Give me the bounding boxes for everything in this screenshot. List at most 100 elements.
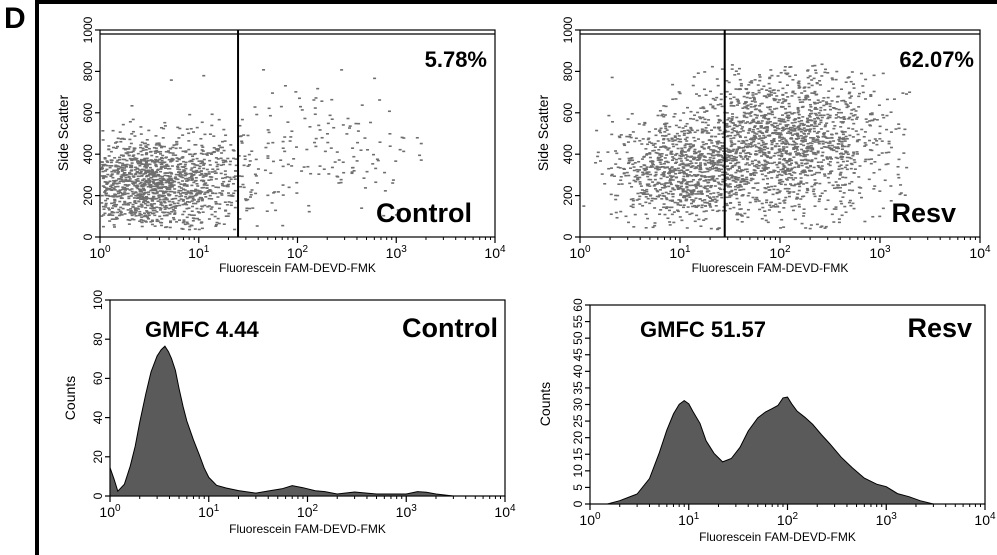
scatter-point — [809, 106, 813, 108]
scatter-point — [769, 156, 773, 159]
scatter-point — [753, 159, 757, 162]
scatter-point — [232, 157, 236, 160]
scatter-point — [160, 218, 164, 220]
scatter-point — [623, 144, 627, 147]
scatter-point — [727, 156, 731, 158]
scatter-point — [786, 153, 790, 155]
scatter-point — [162, 179, 166, 181]
scatter-point — [851, 154, 855, 157]
sample-label: Resv — [891, 198, 956, 228]
scatter-point — [647, 137, 651, 140]
scatter-point — [155, 149, 159, 152]
scatter-point — [712, 164, 716, 167]
scatter-point — [789, 129, 793, 131]
scatter-point — [779, 71, 783, 74]
scatter-point — [658, 154, 662, 156]
scatter-point — [679, 187, 683, 190]
scatter-point — [155, 156, 159, 158]
scatter-point — [168, 188, 172, 191]
scatter-point — [130, 173, 134, 175]
scatter-point — [663, 167, 667, 169]
scatter-point — [716, 103, 720, 106]
scatter-point — [814, 72, 818, 74]
scatter-point — [785, 116, 789, 118]
scatter-point — [720, 155, 724, 157]
scatter-point — [772, 171, 776, 173]
scatter-point — [815, 82, 819, 85]
scatter-point — [159, 179, 163, 182]
scatter-point — [668, 224, 672, 226]
scatter-point — [739, 181, 743, 183]
scatter-point — [785, 140, 789, 143]
scatter-point — [700, 128, 704, 131]
scatter-point — [745, 157, 749, 160]
scatter-point — [658, 161, 662, 164]
scatter-point — [799, 180, 803, 183]
scatter-point — [672, 115, 676, 118]
scatter-point — [781, 98, 785, 100]
scatter-point — [813, 108, 817, 110]
scatter-point — [786, 167, 790, 170]
scatter-point — [734, 88, 738, 90]
scatter-point — [144, 166, 148, 169]
scatter-point — [627, 161, 631, 164]
scatter-point — [730, 150, 734, 152]
scatter-point — [677, 126, 681, 129]
scatter-point — [730, 189, 734, 192]
scatter-point — [784, 99, 788, 101]
scatter-point — [719, 194, 723, 197]
scatter-point — [671, 179, 675, 181]
scatter-point — [679, 155, 683, 158]
scatter-point — [750, 137, 754, 140]
scatter-point — [402, 137, 406, 139]
scatter-point — [297, 97, 301, 100]
scatter-point — [142, 178, 146, 180]
scatter-point — [121, 164, 125, 167]
scatter-point — [189, 172, 193, 175]
scatter-point — [197, 191, 201, 193]
scatter-point — [841, 138, 845, 141]
scatter-point — [141, 183, 145, 186]
scatter-point — [316, 87, 320, 90]
scatter-point — [726, 184, 730, 187]
scatter-point — [205, 173, 209, 176]
scatter-point — [642, 124, 646, 126]
scatter-point — [162, 127, 166, 130]
scatter-point — [770, 141, 774, 144]
scatter-point — [827, 181, 831, 184]
scatter-point — [145, 161, 149, 163]
scatter-point — [117, 171, 121, 173]
scatter-point — [841, 196, 845, 198]
scatter-point — [177, 173, 181, 176]
scatter-point — [763, 214, 767, 217]
scatter-point — [687, 164, 691, 167]
scatter-point — [725, 176, 729, 179]
scatter-point — [721, 159, 725, 162]
scatter-point — [751, 92, 755, 94]
scatter-point — [677, 140, 681, 143]
scatter-point — [600, 173, 604, 175]
scatter-point — [709, 197, 713, 200]
scatter-point — [116, 145, 120, 148]
scatter-point — [172, 218, 176, 221]
scatter-point — [619, 134, 623, 136]
scatter-point — [759, 125, 763, 128]
scatter-point — [113, 198, 117, 201]
scatter-point — [119, 138, 123, 140]
scatter-point — [854, 110, 858, 112]
scatter-point — [796, 183, 800, 185]
scatter-point — [156, 186, 160, 189]
scatter-point — [797, 127, 801, 129]
scatter-point — [179, 189, 183, 192]
scatter-point — [770, 110, 774, 113]
scatter-point — [817, 136, 821, 138]
scatter-point — [104, 194, 108, 197]
scatter-point — [784, 143, 788, 146]
scatter-point — [762, 134, 766, 137]
scatter-point — [101, 225, 105, 228]
scatter-point — [803, 140, 807, 142]
scatter-point — [777, 182, 781, 185]
scatter-point — [186, 201, 190, 203]
scatter-point — [690, 202, 694, 205]
scatter-point — [731, 175, 735, 178]
